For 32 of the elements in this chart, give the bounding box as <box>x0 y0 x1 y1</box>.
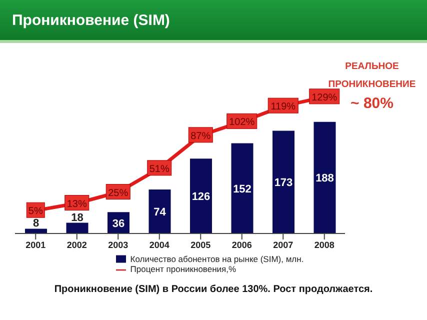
data-label: 5% <box>28 206 43 218</box>
bar <box>66 222 88 234</box>
data-label: 173 <box>274 177 293 190</box>
bar <box>231 143 254 234</box>
bar <box>190 158 212 234</box>
data-label: 8 <box>32 218 40 230</box>
data-label: 18 <box>71 212 84 224</box>
data-label: 188 <box>316 172 334 185</box>
bar <box>148 190 171 234</box>
x-tick-label: 2006 <box>232 240 252 250</box>
data-label: 74 <box>154 206 167 219</box>
x-tick-label: 2001 <box>26 240 46 250</box>
bar <box>314 122 336 234</box>
legend-label: Количество абонентов на рынке (SIM), млн. <box>130 254 304 264</box>
x-tick-label: 2007 <box>273 240 294 250</box>
data-label: 126 <box>192 191 210 204</box>
text: Проникновение (SIM) в России более 130%. Рост продолжается. <box>53 284 374 295</box>
bar <box>25 228 47 234</box>
text: РЕАЛЬНОЕ ПРОНИКНОВЕНИЕ <box>327 60 417 92</box>
bar <box>272 130 294 234</box>
data-label: 152 <box>233 183 252 196</box>
x-tick-label: 2004 <box>149 240 170 250</box>
chart-title: Проникновение (SIM) <box>0 0 427 43</box>
x-tick-label: 2008 <box>314 240 334 250</box>
data-label: 36 <box>112 218 125 230</box>
data-label: 119% <box>270 102 296 113</box>
data-label: 129% <box>312 92 338 104</box>
x-tick-label: 2005 <box>190 240 211 250</box>
x-tick-label: 2003 <box>108 240 128 250</box>
text: ~ 80% <box>350 95 394 112</box>
legend-label: Процент проникновения,% <box>130 264 236 274</box>
x-tick-label: 2002 <box>66 240 87 250</box>
